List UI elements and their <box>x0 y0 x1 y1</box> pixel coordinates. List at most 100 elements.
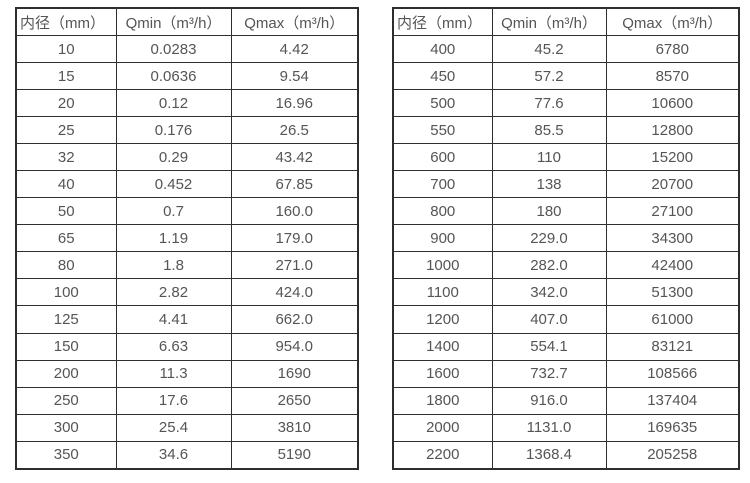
table-cell: 2200 <box>392 440 493 470</box>
table-row: 内径（mm） Qmin（m³/h） Qmax（m³/h） <box>392 7 740 36</box>
table-cell: 900 <box>392 224 493 253</box>
table-cell: 61000 <box>605 305 740 334</box>
table-cell: 200 <box>15 359 117 388</box>
column-header: Qmax（m³/h） <box>230 7 359 36</box>
table-cell: 1368.4 <box>491 440 607 470</box>
column-header: 内径（mm） <box>392 7 493 36</box>
table-row: 20 0.12 16.96 <box>15 89 359 118</box>
table-cell: 2000 <box>392 413 493 442</box>
table-cell: 150 <box>15 332 117 361</box>
table-cell: 350 <box>15 440 117 470</box>
table-cell: 180 <box>491 197 607 226</box>
table-row: 80 1.8 271.0 <box>15 251 359 280</box>
table-cell: 20700 <box>605 170 740 199</box>
table-cell: 25 <box>15 116 117 145</box>
table-body: 400 45.2 6780 450 57.2 8570 500 77.6 10600 550 85.… <box>392 34 740 470</box>
table-cell: 229.0 <box>491 224 607 253</box>
table-row: 1600 732.7 108566 <box>392 359 740 388</box>
table-cell: 500 <box>392 89 493 118</box>
table-cell: 34300 <box>605 224 740 253</box>
table-cell: 42400 <box>605 251 740 280</box>
table-cell: 407.0 <box>491 305 607 334</box>
table-row: 内径（mm） Qmin（m³/h） Qmax（m³/h） <box>15 7 359 36</box>
table-row: 550 85.5 12800 <box>392 116 740 145</box>
table-cell: 4.42 <box>230 34 359 64</box>
table-cell: 271.0 <box>230 251 359 280</box>
table-cell: 282.0 <box>491 251 607 280</box>
table-cell: 300 <box>15 413 117 442</box>
table-cell: 10600 <box>605 89 740 118</box>
table-row: 65 1.19 179.0 <box>15 224 359 253</box>
table-row: 2000 1131.0 169635 <box>392 413 740 442</box>
table-cell: 9.54 <box>230 62 359 91</box>
table-row: 125 4.41 662.0 <box>15 305 359 334</box>
table-row: 40 0.452 67.85 <box>15 170 359 199</box>
table-cell: 342.0 <box>491 278 607 307</box>
table-cell: 400 <box>392 34 493 64</box>
table-cell: 169635 <box>605 413 740 442</box>
table-cell: 110 <box>491 143 607 172</box>
table-cell: 662.0 <box>230 305 359 334</box>
table-cell: 10 <box>15 34 117 64</box>
table-cell: 17.6 <box>115 386 232 415</box>
table-cell: 45.2 <box>491 34 607 64</box>
table-cell: 1.8 <box>115 251 232 280</box>
table-cell: 1400 <box>392 332 493 361</box>
table-row: 200 11.3 1690 <box>15 359 359 388</box>
column-header: Qmax（m³/h） <box>605 7 740 36</box>
table-cell: 4.41 <box>115 305 232 334</box>
table-cell: 25.4 <box>115 413 232 442</box>
table-row: 150 6.63 954.0 <box>15 332 359 361</box>
table-cell: 1000 <box>392 251 493 280</box>
table-cell: 50 <box>15 197 117 226</box>
table-cell: 137404 <box>605 386 740 415</box>
table-cell: 15 <box>15 62 117 91</box>
table-cell: 8570 <box>605 62 740 91</box>
table-row: 300 25.4 3810 <box>15 413 359 442</box>
table-cell: 0.7 <box>115 197 232 226</box>
table-body: 10 0.0283 4.42 15 0.0636 9.54 20 0.12 16.96 25 0.1… <box>15 34 359 470</box>
table-cell: 5190 <box>230 440 359 470</box>
table-cell: 27100 <box>605 197 740 226</box>
table-header-row: 内径（mm） Qmin（m³/h） Qmax（m³/h） <box>392 7 740 36</box>
table-cell: 0.12 <box>115 89 232 118</box>
table-cell: 250 <box>15 386 117 415</box>
table-row: 900 229.0 34300 <box>392 224 740 253</box>
flow-table-large-diameter: 内径（mm） Qmin（m³/h） Qmax（m³/h） 400 45.2 6780 45… <box>392 7 740 470</box>
table-cell: 0.0636 <box>115 62 232 91</box>
table-cell: 600 <box>392 143 493 172</box>
column-header: 内径（mm） <box>15 7 117 36</box>
table-cell: 1690 <box>230 359 359 388</box>
table-cell: 32 <box>15 143 117 172</box>
table-cell: 0.452 <box>115 170 232 199</box>
table-row: 700 138 20700 <box>392 170 740 199</box>
table-cell: 179.0 <box>230 224 359 253</box>
table-cell: 732.7 <box>491 359 607 388</box>
table-cell: 160.0 <box>230 197 359 226</box>
table-cell: 16.96 <box>230 89 359 118</box>
table-cell: 2.82 <box>115 278 232 307</box>
table-row: 50 0.7 160.0 <box>15 197 359 226</box>
flow-table-small-diameter: 内径（mm） Qmin（m³/h） Qmax（m³/h） 10 0.0283 4.42 1… <box>15 7 359 470</box>
table-row: 500 77.6 10600 <box>392 89 740 118</box>
table-cell: 1.19 <box>115 224 232 253</box>
table-row: 2200 1368.4 205258 <box>392 440 740 470</box>
table-row: 600 110 15200 <box>392 143 740 172</box>
table-cell: 450 <box>392 62 493 91</box>
table-row: 1400 554.1 83121 <box>392 332 740 361</box>
table-cell: 77.6 <box>491 89 607 118</box>
table-cell: 108566 <box>605 359 740 388</box>
table-cell: 1131.0 <box>491 413 607 442</box>
table-row: 1200 407.0 61000 <box>392 305 740 334</box>
table-cell: 0.29 <box>115 143 232 172</box>
table-row: 350 34.6 5190 <box>15 440 359 470</box>
table-cell: 65 <box>15 224 117 253</box>
table-cell: 20 <box>15 89 117 118</box>
table-cell: 1200 <box>392 305 493 334</box>
table-cell: 43.42 <box>230 143 359 172</box>
table-cell: 1600 <box>392 359 493 388</box>
column-header: Qmin（m³/h） <box>115 7 232 36</box>
table-cell: 51300 <box>605 278 740 307</box>
table-cell: 800 <box>392 197 493 226</box>
